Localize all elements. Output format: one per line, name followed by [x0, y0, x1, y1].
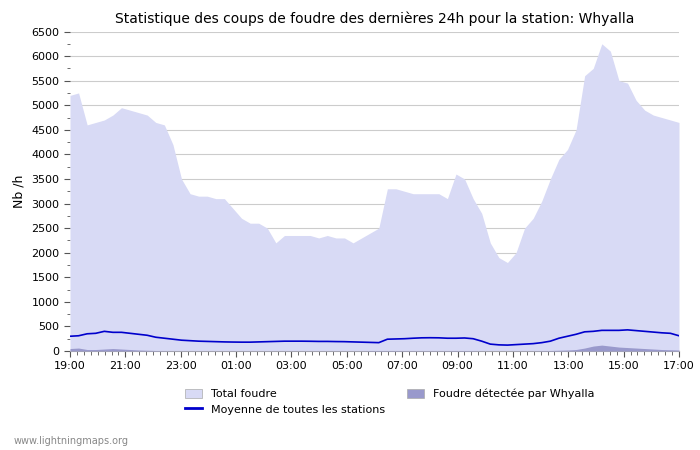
Title: Statistique des coups de foudre des dernières 24h pour la station: Whyalla: Statistique des coups de foudre des dern…: [115, 12, 634, 26]
Legend: Total foudre, Moyenne de toutes les stations, Foudre détectée par Whyalla: Total foudre, Moyenne de toutes les stat…: [186, 388, 594, 414]
Y-axis label: Nb /h: Nb /h: [13, 175, 26, 208]
Text: www.lightningmaps.org: www.lightningmaps.org: [14, 436, 129, 446]
